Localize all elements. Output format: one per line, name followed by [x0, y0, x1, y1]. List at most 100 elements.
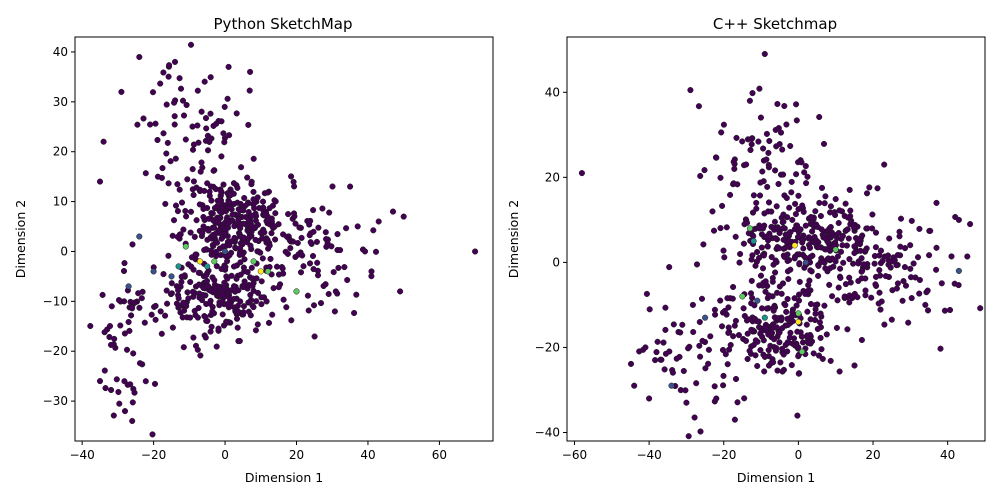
data-point — [719, 346, 727, 354]
data-point — [234, 302, 241, 309]
data-point — [948, 253, 955, 260]
data-point — [200, 284, 207, 292]
data-point — [840, 259, 847, 266]
data-point — [721, 254, 728, 261]
data-point — [846, 274, 853, 281]
data-point — [291, 183, 298, 190]
data-point — [780, 171, 787, 178]
data-point — [204, 236, 211, 243]
data-point — [785, 275, 792, 283]
data-point — [204, 180, 211, 187]
data-point — [197, 168, 204, 175]
data-point — [329, 183, 336, 190]
data-point — [311, 333, 318, 340]
data-point — [198, 108, 205, 115]
data-point — [751, 302, 758, 309]
data-point — [282, 248, 289, 255]
data-point — [837, 274, 844, 281]
data-point — [774, 367, 781, 374]
data-point — [725, 304, 732, 311]
data-point — [823, 331, 830, 338]
data-point — [794, 233, 802, 241]
data-point — [190, 334, 197, 341]
data-point — [697, 353, 704, 360]
data-point — [946, 306, 954, 314]
data-point — [866, 184, 873, 191]
data-point — [128, 312, 135, 319]
data-point — [750, 233, 757, 240]
data-point — [914, 254, 922, 261]
data-point — [195, 281, 203, 288]
data-point — [248, 264, 255, 271]
data-point — [710, 227, 718, 234]
y-axis-label: Dimension 2 — [13, 200, 28, 278]
data-point — [211, 258, 218, 265]
data-point — [108, 386, 115, 394]
data-point — [750, 341, 757, 348]
data-point — [180, 226, 187, 233]
data-point — [827, 203, 834, 210]
data-point — [723, 224, 730, 231]
data-point — [827, 357, 834, 364]
data-point — [234, 184, 241, 191]
data-point — [200, 205, 207, 212]
data-point — [175, 263, 182, 270]
data-point — [252, 217, 259, 224]
data-point — [136, 233, 143, 240]
data-point — [174, 181, 181, 188]
data-point — [233, 110, 240, 117]
data-point — [783, 308, 790, 315]
data-point — [233, 315, 241, 322]
data-point — [241, 256, 248, 263]
data-point — [151, 380, 159, 387]
data-point — [107, 341, 115, 348]
data-point — [121, 378, 128, 385]
data-point — [287, 245, 294, 252]
data-point — [731, 322, 738, 329]
data-point — [773, 203, 780, 210]
data-point — [768, 208, 775, 215]
data-point — [762, 324, 769, 331]
data-point — [196, 258, 204, 265]
data-point — [718, 323, 726, 330]
data-point — [177, 85, 185, 92]
data-point — [188, 263, 195, 270]
data-point — [783, 194, 790, 202]
chart-title: C++ Sketchmap — [713, 15, 837, 33]
data-point — [720, 372, 727, 379]
data-point — [240, 284, 247, 291]
data-point — [194, 346, 201, 353]
data-point — [250, 155, 257, 162]
data-point — [765, 292, 772, 299]
data-point — [236, 251, 243, 258]
data-point — [858, 268, 865, 275]
data-point — [807, 253, 814, 261]
data-point — [869, 211, 876, 218]
data-point — [795, 291, 803, 298]
data-point — [258, 278, 265, 285]
data-point — [829, 293, 836, 300]
data-point — [701, 167, 708, 174]
data-point — [719, 202, 726, 209]
data-point — [783, 121, 790, 128]
data-point — [872, 281, 879, 288]
data-point — [158, 330, 165, 337]
data-point — [776, 229, 783, 237]
data-point — [193, 217, 200, 224]
data-point — [908, 217, 915, 224]
data-point — [163, 150, 170, 157]
data-point — [236, 337, 243, 345]
data-point — [221, 139, 228, 146]
data-point — [204, 263, 211, 270]
data-point — [190, 191, 197, 199]
data-point — [135, 290, 142, 297]
data-point — [673, 355, 680, 362]
data-point — [774, 100, 781, 108]
data-point — [836, 368, 843, 375]
data-point — [190, 178, 197, 185]
data-point — [780, 218, 787, 225]
x-tick-label: −40 — [69, 448, 94, 462]
data-point — [924, 287, 931, 294]
data-point — [851, 290, 858, 297]
data-point — [772, 257, 779, 264]
